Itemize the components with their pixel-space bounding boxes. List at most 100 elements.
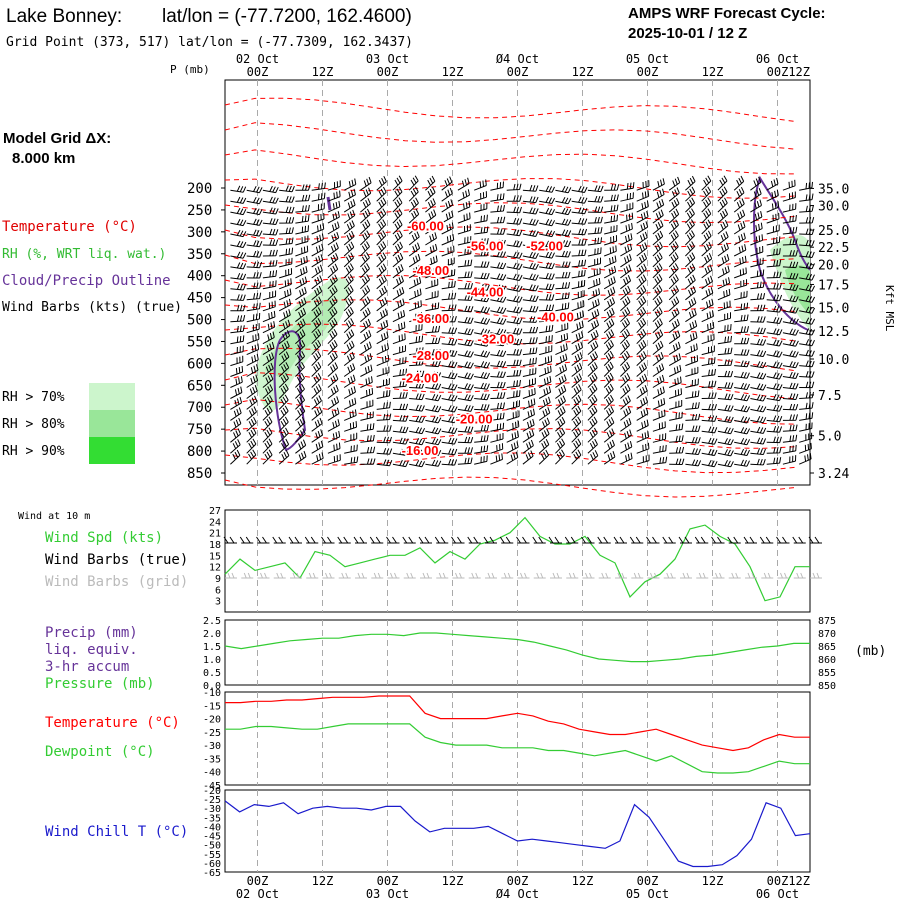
- wind-barb: [652, 352, 664, 366]
- wind-barb: [668, 252, 679, 268]
- legend-rh: RH (%, WRT liq. wat.): [2, 247, 166, 262]
- wind-barb: [343, 318, 355, 334]
- hour-label-top: 00Z: [767, 65, 789, 79]
- wind-barb: [734, 405, 751, 413]
- wind-barb: [409, 381, 425, 389]
- hour-label-bottom: 00Z: [767, 874, 789, 888]
- wind-barb: [782, 444, 797, 454]
- wind-barb: [360, 434, 375, 443]
- wind-barb: [278, 427, 289, 443]
- wind-barb: [408, 253, 421, 268]
- surface-wind-barb: [727, 536, 741, 544]
- wind-barb: [360, 285, 371, 301]
- wind-barb: [620, 350, 630, 366]
- wind-barb: [392, 186, 403, 202]
- wind-barb: [392, 380, 408, 388]
- wind-barb: [799, 251, 815, 258]
- wind-barb: [522, 316, 539, 323]
- wind-barb: [392, 437, 409, 445]
- wind-barb: [571, 331, 584, 345]
- wind-barb: [474, 371, 490, 380]
- wind-barb: [278, 351, 290, 366]
- wind-barb: [457, 282, 473, 290]
- wind-barb: [555, 438, 566, 454]
- wind-barb: [506, 183, 522, 191]
- wind-barb: [490, 328, 507, 336]
- wind-barb: [555, 343, 568, 356]
- wind-barb: [620, 440, 633, 454]
- pressure-tick-label: 650: [187, 378, 212, 394]
- wind-barb: [327, 454, 341, 465]
- wind-barb: [587, 257, 601, 268]
- isotherm-label: -36.00: [412, 311, 449, 326]
- wind-barb: [409, 335, 424, 345]
- wind-barb: [636, 180, 650, 191]
- wind-barb: [425, 427, 442, 435]
- wind-barb: [457, 361, 474, 369]
- wind-barb: [262, 321, 276, 334]
- wind-barb: [441, 269, 456, 279]
- wind-barb: [457, 224, 471, 235]
- wind-barb: [295, 428, 306, 443]
- wind-barb: [522, 184, 539, 192]
- wind-barb: [717, 312, 731, 323]
- wind-barb: [343, 285, 354, 301]
- wind-barb: [230, 273, 247, 280]
- wind-barb: [246, 323, 260, 334]
- wind-barb: [392, 321, 406, 334]
- wind-barb: [539, 283, 555, 291]
- wind-barb: [295, 245, 309, 257]
- date-label-top: 05 Oct: [626, 52, 669, 66]
- wind-barb: [636, 396, 648, 410]
- wind-barb: [425, 232, 437, 246]
- wind-barb: [279, 185, 295, 193]
- wind-barb: [766, 305, 783, 313]
- isotherm: [224, 275, 796, 296]
- wind-barb: [555, 427, 566, 443]
- wind-barb: [457, 177, 470, 191]
- wind-barb: [425, 267, 438, 279]
- wind-barb: [295, 276, 308, 290]
- wind-barb: [230, 229, 247, 238]
- wind-barb: [457, 350, 474, 358]
- wind-barb: [636, 385, 648, 399]
- cloud-outline-small: [326, 196, 332, 211]
- wind-barb: [571, 185, 588, 193]
- wind-barb: [603, 350, 614, 366]
- surface-wind-barb: [662, 536, 676, 544]
- wind-barb: [652, 386, 665, 399]
- wind-barb: [230, 207, 247, 216]
- wind-barb: [474, 214, 488, 224]
- wind-barb: [717, 459, 734, 468]
- surface-wind-barb-grid: [290, 572, 302, 579]
- wind-barb: [376, 390, 391, 399]
- wind-barb: [474, 382, 490, 390]
- wind-barb: [538, 386, 552, 399]
- wind-barb: [782, 361, 799, 369]
- wind-barb: [392, 264, 404, 279]
- wind-barb: [441, 199, 454, 213]
- wind-barb: [669, 411, 683, 421]
- surface-wind-barb: [288, 536, 302, 544]
- wind-barb: [344, 444, 358, 454]
- wind-barb: [344, 409, 357, 421]
- wind-panel-ytick: 6: [215, 585, 221, 596]
- wind-barb: [262, 384, 274, 399]
- wind-barb: [685, 274, 696, 290]
- wind-barb: [409, 438, 426, 446]
- wind-barb: [474, 414, 490, 421]
- wind-barb: [668, 197, 680, 213]
- wind-barb: [717, 359, 733, 367]
- wind-barb: [343, 363, 356, 377]
- wind-barb: [587, 227, 603, 235]
- isotherm-label: -48.00: [412, 263, 449, 278]
- wind-barb: [734, 314, 749, 323]
- wind-barb: [685, 448, 701, 455]
- pressure-panel-ytick: 1.5: [203, 642, 221, 653]
- wind-barb: [376, 186, 387, 202]
- wind-barb: [620, 307, 631, 323]
- wind-barb: [604, 224, 618, 235]
- wind-barb: [555, 384, 567, 399]
- wind-barb: [230, 283, 246, 291]
- wind-barb: [327, 442, 341, 454]
